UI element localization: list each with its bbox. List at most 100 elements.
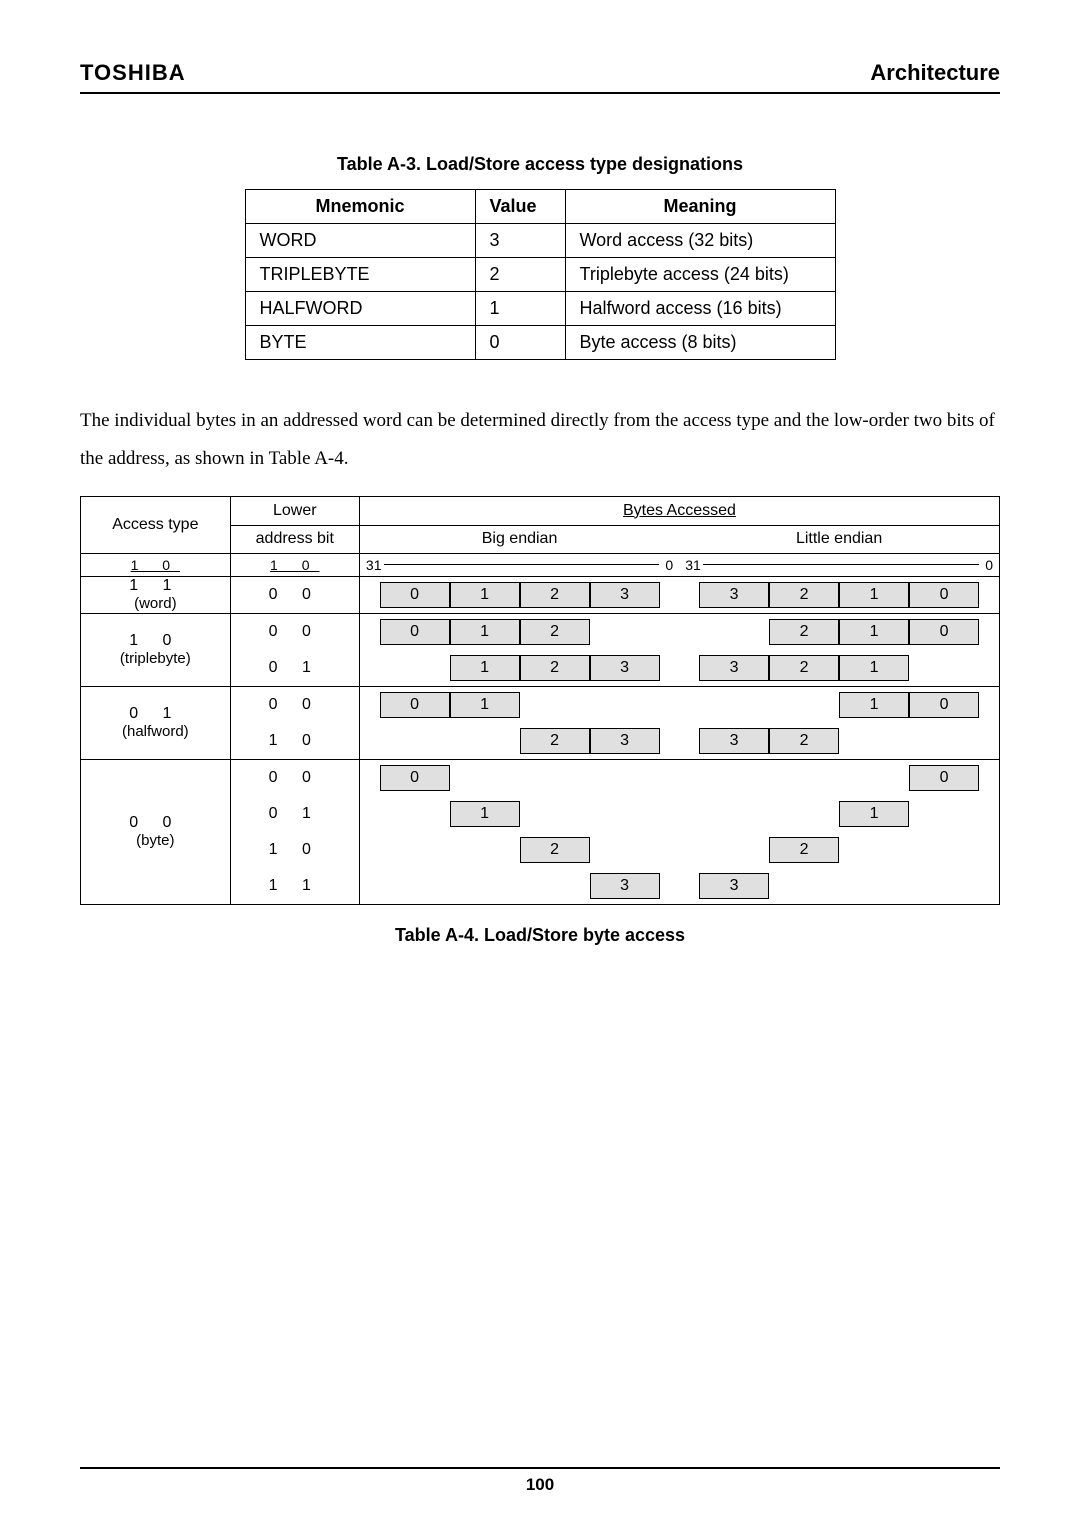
th-mnemonic: Mnemonic bbox=[245, 190, 475, 224]
be-lanes-cell: 01 bbox=[359, 686, 679, 723]
byte-cell bbox=[380, 801, 450, 827]
access-type-cell: 0 1(halfword) bbox=[81, 686, 230, 759]
byte-cell bbox=[909, 728, 979, 754]
byte-cell bbox=[590, 837, 660, 863]
be-lanes-cell: 0 bbox=[359, 759, 679, 796]
byte-lanes: 321 bbox=[699, 654, 979, 682]
cell-mnemonic: WORD bbox=[245, 224, 475, 258]
byte-cell: 2 bbox=[520, 837, 590, 863]
byte-cell: 3 bbox=[699, 655, 769, 681]
byte-cell: 0 bbox=[380, 619, 450, 645]
access-type-cell: 1 1(word) bbox=[81, 576, 230, 613]
byte-lanes: 23 bbox=[380, 727, 660, 755]
le-lanes-cell: 2 bbox=[679, 832, 999, 868]
byte-cell: 0 bbox=[909, 582, 979, 608]
be-lanes-cell: 2 bbox=[359, 832, 679, 868]
byte-cell bbox=[839, 873, 909, 899]
th-meaning: Meaning bbox=[565, 190, 835, 224]
byte-cell bbox=[520, 801, 590, 827]
byte-cell: 1 bbox=[450, 619, 520, 645]
byte-cell bbox=[450, 837, 520, 863]
byte-cell bbox=[380, 873, 450, 899]
access-type-cell: 0 0(byte) bbox=[81, 759, 230, 904]
byte-cell: 3 bbox=[590, 728, 660, 754]
byte-cell: 2 bbox=[520, 655, 590, 681]
byte-cell bbox=[450, 765, 520, 791]
byte-lanes: 123 bbox=[380, 654, 660, 682]
byte-cell: 1 bbox=[450, 692, 520, 718]
addr-bits-label: 1 0 bbox=[270, 557, 319, 573]
body-paragraph: The individual bytes in an addressed wor… bbox=[80, 402, 1000, 478]
byte-cell bbox=[590, 619, 660, 645]
byte-cell: 3 bbox=[590, 655, 660, 681]
th-big-endian: Big endian bbox=[360, 530, 679, 548]
cell-meaning: Byte access (8 bits) bbox=[565, 326, 835, 360]
byte-cell: 1 bbox=[839, 582, 909, 608]
byte-cell: 3 bbox=[590, 873, 660, 899]
th-value: Value bbox=[475, 190, 565, 224]
be-lanes-cell: 1 bbox=[359, 796, 679, 832]
byte-cell: 2 bbox=[769, 837, 839, 863]
chapter-title: Architecture bbox=[870, 60, 1000, 86]
le-lanes-cell: 1 bbox=[679, 796, 999, 832]
table-row: WORD3Word access (32 bits) bbox=[245, 224, 835, 258]
cell-mnemonic: BYTE bbox=[245, 326, 475, 360]
byte-cell: 0 bbox=[380, 582, 450, 608]
byte-cell: 3 bbox=[699, 728, 769, 754]
addr-bits-cell: 1 0 bbox=[230, 723, 359, 760]
cell-meaning: Halfword access (16 bits) bbox=[565, 292, 835, 326]
byte-cell bbox=[450, 873, 520, 899]
table-row: 0 1(halfword)0 00110 bbox=[81, 686, 999, 723]
byte-cell: 0 bbox=[909, 765, 979, 791]
table-row: 1 0(triplebyte)0 0012210 bbox=[81, 613, 999, 650]
th-access-type: Access type bbox=[81, 516, 230, 534]
byte-cell: 1 bbox=[450, 655, 520, 681]
byte-lanes: 0123 bbox=[380, 581, 660, 609]
th-address-bit: address bit bbox=[231, 530, 359, 548]
byte-cell bbox=[520, 873, 590, 899]
table-a4-caption: Table A-4. Load/Store byte access bbox=[80, 925, 1000, 946]
th-lower: Lower bbox=[231, 502, 359, 520]
header-rule bbox=[80, 92, 1000, 94]
cell-meaning: Triplebyte access (24 bits) bbox=[565, 258, 835, 292]
byte-cell: 2 bbox=[520, 582, 590, 608]
access-type-cell: 1 0(triplebyte) bbox=[81, 613, 230, 686]
addr-bits-cell: 0 0 bbox=[230, 613, 359, 650]
byte-cell bbox=[909, 655, 979, 681]
le-bit-range: 31 0 bbox=[679, 554, 999, 576]
byte-cell: 2 bbox=[769, 619, 839, 645]
byte-cell: 2 bbox=[520, 728, 590, 754]
byte-cell bbox=[380, 655, 450, 681]
table-row: TRIPLEBYTE2Triplebyte access (24 bits) bbox=[245, 258, 835, 292]
le-lanes-cell: 3210 bbox=[679, 576, 999, 613]
byte-cell bbox=[590, 692, 660, 718]
byte-lanes: 01 bbox=[380, 691, 660, 719]
byte-cell bbox=[699, 619, 769, 645]
byte-cell: 1 bbox=[839, 655, 909, 681]
cell-value: 3 bbox=[475, 224, 565, 258]
be-bit-range: 31 0 bbox=[360, 554, 679, 576]
byte-cell bbox=[699, 801, 769, 827]
byte-cell bbox=[699, 837, 769, 863]
table-row: 0 0(byte)0 000 bbox=[81, 759, 999, 796]
access-bits-label: 1 0 bbox=[131, 557, 180, 573]
table-a3-caption: Table A-3. Load/Store access type design… bbox=[80, 154, 1000, 175]
table-a3: Mnemonic Value Meaning WORD3Word access … bbox=[245, 189, 836, 360]
byte-cell bbox=[590, 765, 660, 791]
be-lanes-cell: 3 bbox=[359, 868, 679, 904]
byte-lanes: 3 bbox=[380, 872, 660, 900]
byte-cell bbox=[909, 837, 979, 863]
page-header: TOSHIBA Architecture bbox=[80, 60, 1000, 86]
byte-lanes: 32 bbox=[699, 727, 979, 755]
table-row: 1 1(word)0 001233210 bbox=[81, 576, 999, 613]
byte-lanes: 2 bbox=[380, 836, 660, 864]
byte-cell bbox=[380, 728, 450, 754]
byte-cell bbox=[909, 873, 979, 899]
byte-lanes: 2 bbox=[699, 836, 979, 864]
byte-cell: 2 bbox=[769, 655, 839, 681]
byte-cell bbox=[769, 873, 839, 899]
le-lanes-cell: 32 bbox=[679, 723, 999, 760]
cell-mnemonic: HALFWORD bbox=[245, 292, 475, 326]
byte-cell: 1 bbox=[839, 692, 909, 718]
byte-cell bbox=[769, 765, 839, 791]
